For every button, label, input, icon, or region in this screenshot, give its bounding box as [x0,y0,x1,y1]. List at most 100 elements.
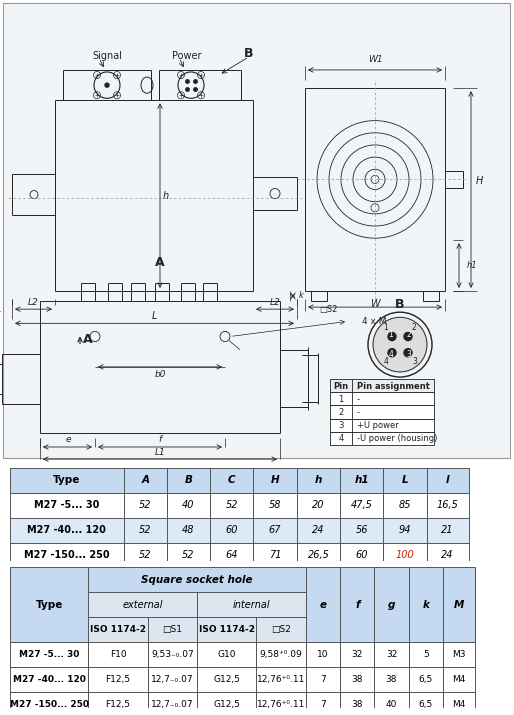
Text: 40: 40 [386,700,397,709]
Bar [306,667,340,692]
Bar [297,518,340,543]
Text: 1: 1 [338,395,344,404]
Text: M4: M4 [452,675,466,684]
Text: M27 -5... 30: M27 -5... 30 [19,650,79,659]
Bar [427,493,469,518]
Bar [340,567,374,642]
Text: M27 -40... 120: M27 -40... 120 [27,526,106,536]
Text: W: W [370,299,380,309]
Bar [306,567,340,642]
Text: 52: 52 [182,551,195,561]
Text: 4 x M: 4 x M [362,317,387,326]
Text: 3: 3 [412,357,417,366]
Text: M27 -40... 120: M27 -40... 120 [13,675,86,684]
Text: Type: Type [35,600,63,609]
Text: A: A [155,256,165,269]
Text: h1: h1 [355,475,369,485]
Text: 7: 7 [320,675,326,684]
Text: M27 -150... 250: M27 -150... 250 [10,700,89,709]
Bar [443,567,474,642]
Text: 6,5: 6,5 [418,675,433,684]
Text: 94: 94 [399,526,411,536]
Text: 52: 52 [139,551,152,561]
Text: 26,5: 26,5 [307,551,329,561]
Text: 56: 56 [356,526,368,536]
Bar [383,518,427,543]
Text: 58: 58 [269,500,281,511]
Bar [340,692,374,715]
Bar [306,692,340,715]
Text: A: A [83,333,93,346]
Bar [253,543,297,568]
Bar [297,468,340,493]
Circle shape [388,332,396,340]
Text: M: M [453,600,464,609]
Bar [123,543,167,568]
Text: 1: 1 [383,323,388,332]
Bar [443,692,474,715]
Bar [306,642,340,667]
Circle shape [404,349,412,357]
Bar [167,493,210,518]
Text: 52: 52 [226,500,238,511]
Text: H: H [271,475,280,485]
Text: B: B [395,297,405,310]
Text: □S1: □S1 [0,305,1,314]
Bar [409,667,443,692]
Text: 10: 10 [317,650,329,659]
Bar [253,518,297,543]
Text: F10: F10 [109,650,126,659]
Text: 71: 71 [269,551,281,561]
Text: 52: 52 [139,526,152,536]
Circle shape [105,83,109,87]
Text: G12,5: G12,5 [213,700,240,709]
Text: G10: G10 [217,650,236,659]
Bar [340,518,383,543]
Circle shape [404,332,412,340]
Bar [253,468,297,493]
Text: ISO 1174-2: ISO 1174-2 [199,625,255,634]
Text: 40: 40 [182,500,195,511]
Bar [123,493,167,518]
Bar [383,468,427,493]
Text: 38: 38 [386,675,397,684]
Bar [427,543,469,568]
Bar [340,468,383,493]
Bar [253,493,297,518]
Bar [330,379,434,393]
Text: 64: 64 [226,551,238,561]
Text: 4: 4 [389,350,393,359]
Bar [340,667,374,692]
Text: 38: 38 [352,700,363,709]
Text: 12,7₋₀.07: 12,7₋₀.07 [151,700,194,709]
Text: L2: L2 [270,297,280,307]
Bar [167,518,210,543]
Text: F12,5: F12,5 [105,675,131,684]
Text: 4: 4 [338,435,344,443]
Bar [10,667,88,692]
Text: h: h [315,475,322,485]
Text: B: B [185,475,192,485]
Text: +U power: +U power [357,421,399,430]
Text: F12,5: F12,5 [105,700,131,709]
Text: e: e [65,435,71,445]
Bar [148,692,197,715]
Bar [340,642,374,667]
Bar [88,667,148,692]
Text: l: l [446,475,449,485]
Circle shape [373,317,427,372]
Text: □S1: □S1 [162,625,182,634]
Bar [197,667,256,692]
Bar [210,468,253,493]
Bar [374,692,409,715]
Text: -: - [357,408,360,417]
Text: L1: L1 [155,448,166,457]
Bar [197,642,256,667]
Text: 32: 32 [352,650,363,659]
Bar [330,432,434,445]
Text: A: A [141,475,149,485]
Bar [88,692,148,715]
Text: 2: 2 [407,330,411,339]
Text: 4: 4 [383,357,388,366]
Text: k: k [299,292,304,300]
